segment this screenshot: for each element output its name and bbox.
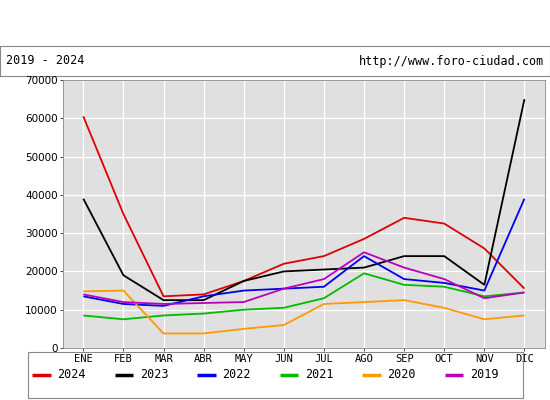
Text: 2022: 2022	[222, 368, 251, 382]
Text: 2021: 2021	[305, 368, 333, 382]
Text: http://www.foro-ciudad.com: http://www.foro-ciudad.com	[359, 54, 544, 68]
Text: 2020: 2020	[387, 368, 416, 382]
Text: 2023: 2023	[140, 368, 168, 382]
Text: 2024: 2024	[57, 368, 86, 382]
Text: Evolucion Nº Turistas Extranjeros en el municipio de Vigo: Evolucion Nº Turistas Extranjeros en el …	[60, 16, 490, 30]
Text: 2019 - 2024: 2019 - 2024	[6, 54, 84, 68]
Text: 2019: 2019	[470, 368, 498, 382]
